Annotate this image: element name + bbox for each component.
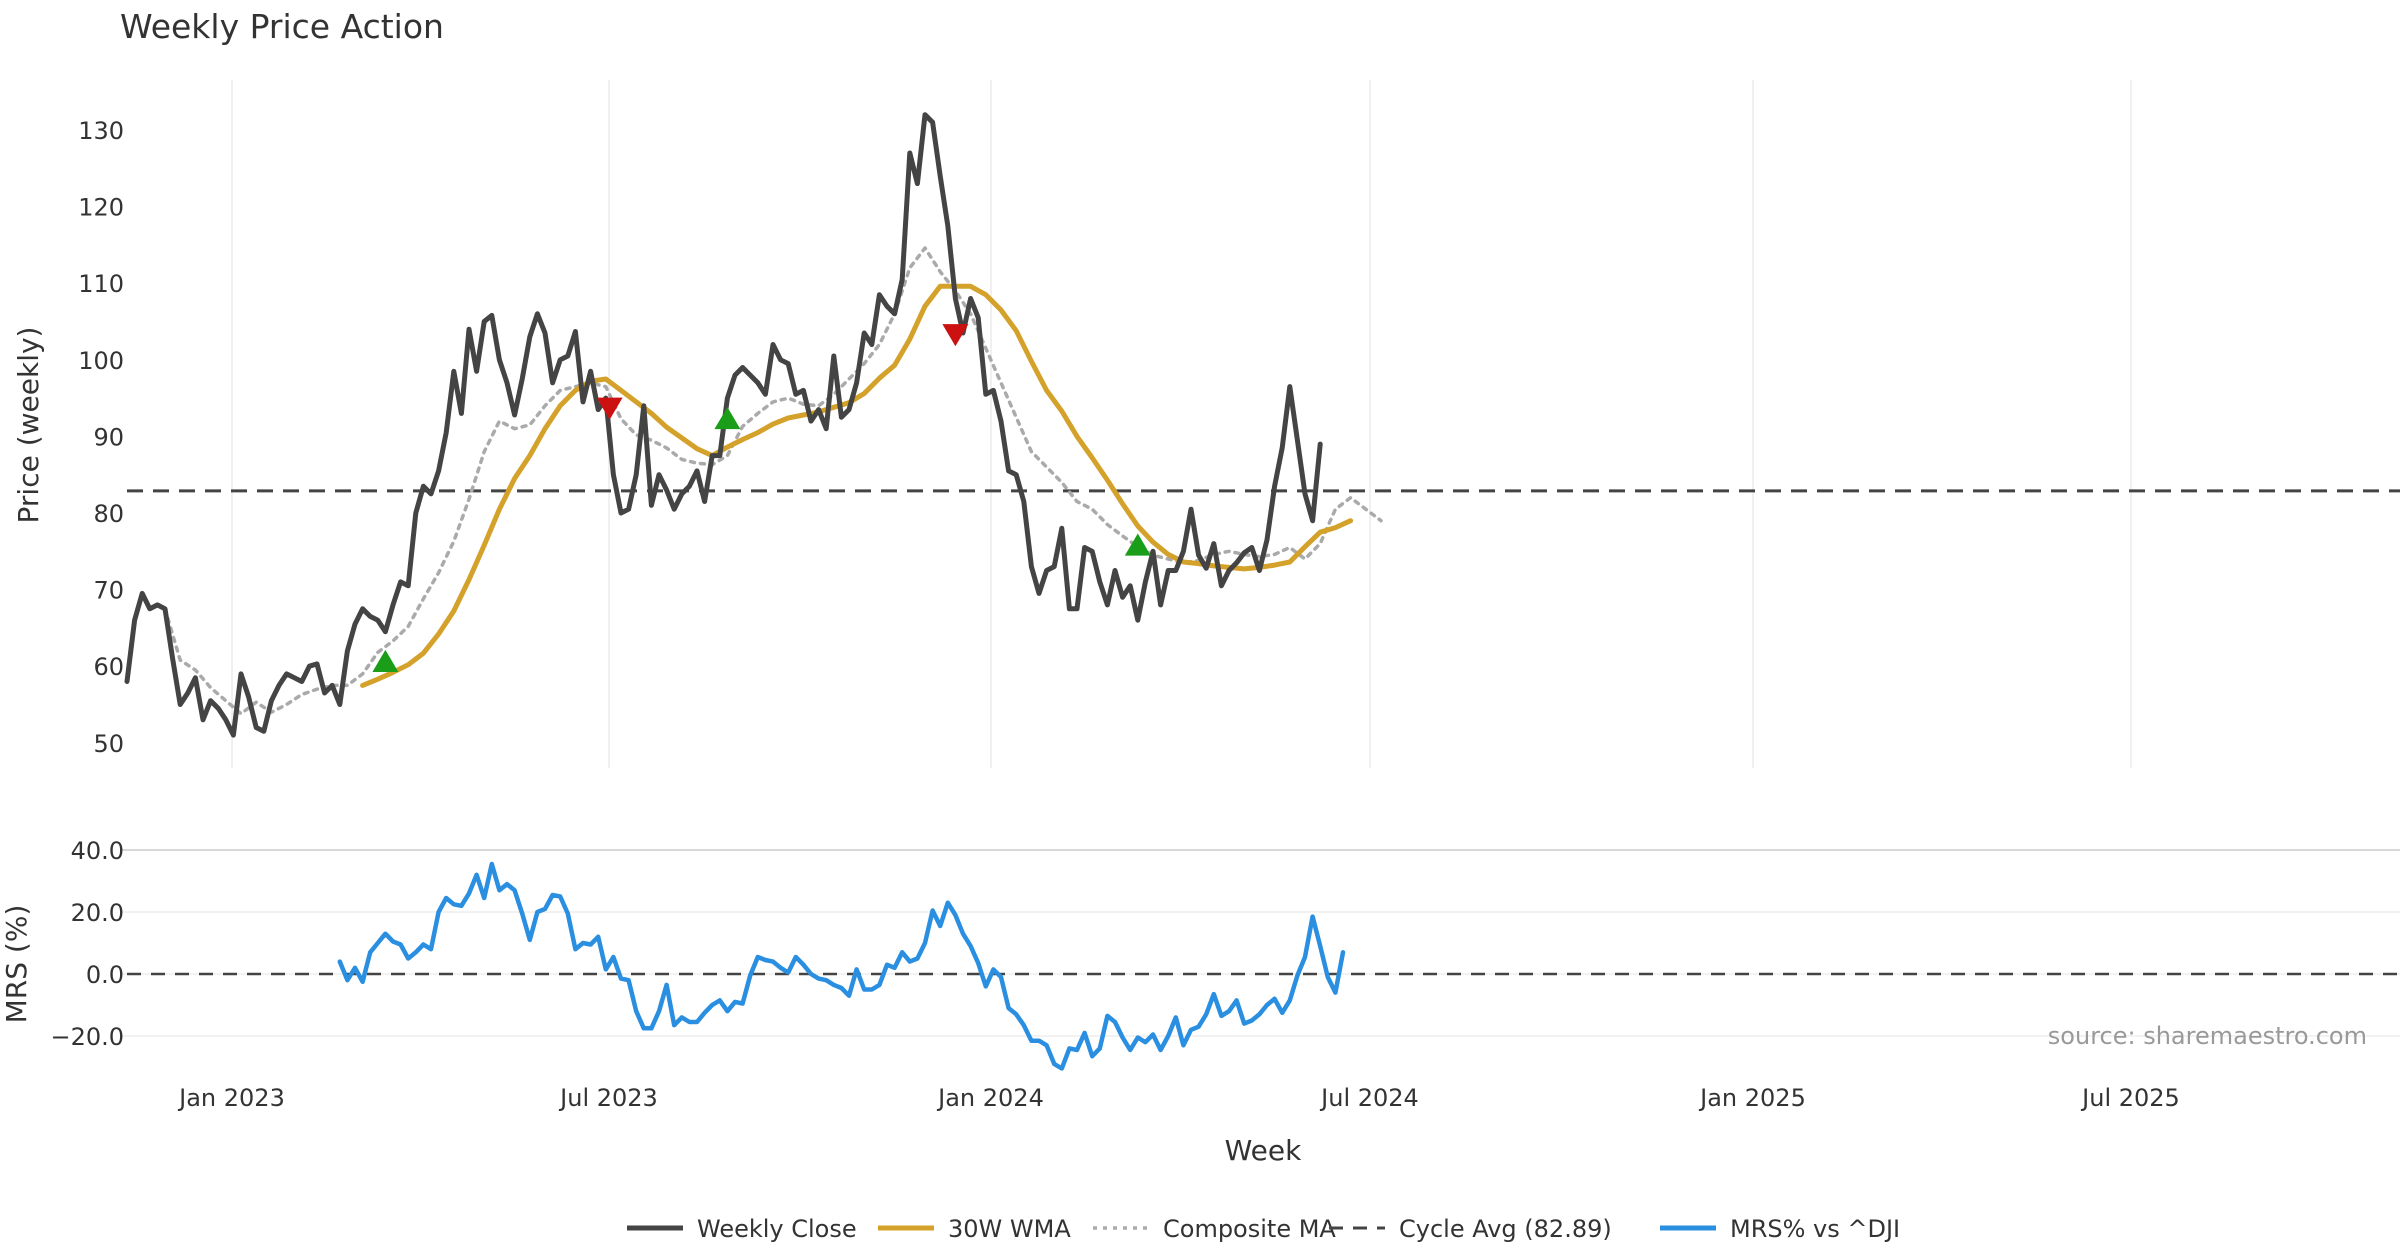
x-tick-label: Jan 2023 xyxy=(177,1084,285,1112)
price-y-tick-label: 130 xyxy=(78,117,124,145)
price-y-axis-title: Price (weekly) xyxy=(12,327,45,524)
price-y-tick-label: 120 xyxy=(78,194,124,222)
price-y-tick-label: 110 xyxy=(78,270,124,298)
x-tick-label: Jan 2025 xyxy=(1698,1084,1806,1112)
legend-label: MRS% vs ^DJI xyxy=(1730,1215,1900,1243)
price-series xyxy=(124,112,2400,738)
mrs-y-tick-label: 20.0 xyxy=(71,899,124,927)
price-y-axis: 50 60 70 80 90 100 110 120 130 xyxy=(78,117,124,758)
legend-item: Composite MA xyxy=(1093,1215,1336,1243)
buy-signal-marker xyxy=(372,649,399,673)
mrs-y-tick-label: 40.0 xyxy=(71,837,124,865)
legend-item: MRS% vs ^DJI xyxy=(1660,1215,1900,1243)
price-y-tick-label: 70 xyxy=(93,577,124,605)
x-tick-label: Jan 2024 xyxy=(936,1084,1044,1112)
chart-title: Weekly Price Action xyxy=(120,7,444,46)
chart-legend: Weekly Close 30W WMA Composite MA Cycle Avg… xyxy=(627,1215,1900,1243)
mrs-y-tick-label: −20.0 xyxy=(50,1023,124,1051)
mrs-y-tick-label: 0.0 xyxy=(86,961,124,989)
mrs-y-axis: 40.0 20.0 0.0 −20.0 xyxy=(50,837,124,1051)
buy-signal-marker xyxy=(1124,533,1151,556)
sell-signal-marker xyxy=(596,397,623,420)
x-axis: Jan 2023 Jul 2023 Jan 2024 Jul 2024 Jan 2025… xyxy=(177,1084,2180,1112)
sell-signal-marker xyxy=(942,324,969,347)
30w-wma-line xyxy=(360,283,1354,688)
x-tick-label: Jul 2025 xyxy=(2080,1084,2180,1112)
x-axis-title: Week xyxy=(1225,1134,1302,1167)
price-y-tick-label: 50 xyxy=(93,730,124,758)
legend-label: 30W WMA xyxy=(948,1215,1071,1243)
legend-label: Weekly Close xyxy=(697,1215,857,1243)
mrs-series xyxy=(127,861,2400,1071)
signal-markers xyxy=(372,324,1151,673)
price-y-tick-label: 60 xyxy=(93,653,124,681)
legend-label: Cycle Avg (82.89) xyxy=(1399,1215,1612,1243)
legend-label: Composite MA xyxy=(1163,1215,1336,1243)
mrs-y-axis-title: MRS (%) xyxy=(0,905,33,1024)
legend-item: Weekly Close xyxy=(627,1215,857,1243)
price-y-tick-label: 100 xyxy=(78,347,124,375)
source-watermark: source: sharemaestro.com xyxy=(2048,1022,2367,1050)
mrs-line xyxy=(337,861,1346,1071)
price-y-tick-label: 80 xyxy=(93,500,124,528)
legend-item: Cycle Avg (82.89) xyxy=(1329,1215,1612,1243)
x-tick-label: Jul 2024 xyxy=(1319,1084,1419,1112)
price-y-tick-label: 90 xyxy=(93,423,124,451)
legend-item: 30W WMA xyxy=(878,1215,1071,1243)
x-tick-label: Jul 2023 xyxy=(558,1084,658,1112)
buy-signal-marker xyxy=(714,407,741,430)
